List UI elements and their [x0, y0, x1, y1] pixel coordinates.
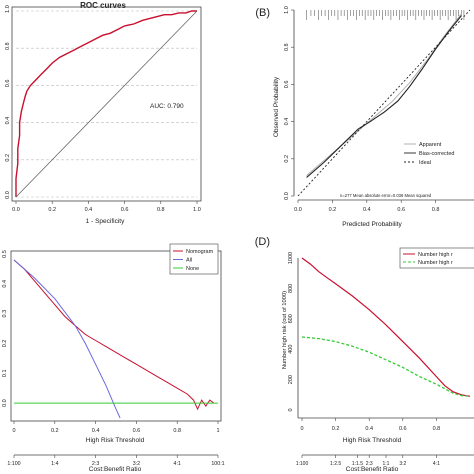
panel-d-xtick-label: 0.4: [365, 426, 373, 432]
panel-d-ytick-label: 1000: [288, 252, 294, 264]
panel-b-xtick-label: 0.8: [432, 207, 440, 213]
panel-b-xtick-label: 0.0: [294, 207, 302, 213]
panel-c-xtick-label: 0.4: [92, 428, 100, 434]
panel-a-xtick-label: 0.0: [12, 207, 20, 213]
panel-c-xtick-label: 0.2: [51, 428, 59, 434]
panel-d-x2tick-label: 3:2: [399, 461, 406, 467]
panel-b-ytick-label: 0.4: [284, 118, 290, 126]
panel-c-ytick-label: 0.2: [2, 340, 8, 348]
panel-c-ytick-label: 0.1: [2, 369, 8, 377]
panel-d-xlabel: High Risk Threshold: [343, 437, 402, 444]
panel-c-line-nomogram: [13, 259, 215, 411]
panel-a-reference-line: [15, 10, 198, 198]
panel-d-xtick-label: 0: [300, 426, 303, 432]
panel-a-ytick-label: 0.4: [5, 117, 11, 125]
panel-c-x2tick-label: 2:3: [92, 461, 99, 467]
panel-b-ytick-label: 0.8: [284, 43, 290, 51]
panel-a-xtick-label: 0.8: [157, 207, 165, 213]
panel-c-x2tick-label: 4:1: [174, 461, 181, 467]
panel-d-x2tick-label: 1:1: [383, 461, 390, 467]
panel-c-ytick-label: 0.5: [2, 250, 8, 258]
panel-a-xtick-label: 0.6: [121, 207, 129, 213]
panel-a-ytick-label: 0.6: [5, 80, 11, 88]
panel-b-ylabel: Observed Probability: [273, 76, 280, 137]
panel-d-label: (D): [255, 236, 270, 248]
panel-d-line-number-high-risk: [301, 257, 471, 397]
panel-c-xtick-label: 0.8: [173, 428, 181, 434]
panel-a-xlabel: 1 - Specificity: [86, 218, 125, 225]
panel-d-x2tick-label: 1:1.5: [352, 461, 363, 467]
panel-a-xtick-label: 0.4: [85, 207, 93, 213]
panel-c-x2tick-label: 1:4: [51, 461, 58, 467]
panel-c-x2label: Cost:Benefit Ratio: [89, 466, 142, 473]
panel-d-x2tick-label: 4:1: [433, 461, 440, 467]
panel-c-ytick-label: 0.3: [2, 310, 8, 318]
panel-c-x2tick-label: 3:2: [133, 461, 140, 467]
panel-b-label: (B): [255, 7, 270, 19]
panel-b-xtick-label: 0.4: [363, 207, 371, 213]
panel-d-x2tick-label: 1:2.5: [330, 461, 341, 467]
panel-c-xtick-label: 1: [216, 428, 219, 434]
panel-d-legend-box: [399, 247, 474, 269]
panel-c-xtick-label: 0.6: [133, 428, 141, 434]
panel-c-legend-label: None: [186, 266, 199, 272]
panel-b-calibration: (B) Predicted Probability Observed Proba…: [255, 6, 474, 228]
panel-d-ytick-label: 0: [288, 408, 294, 411]
panel-a-xtick-label: 0.2: [48, 207, 56, 213]
panel-d-cic: (D) High Risk Threshold Cost:Benefit Rat…: [255, 236, 474, 473]
panel-b-line-bias-corrected: [306, 15, 462, 178]
panel-c-dca: High Risk Threshold Cost:Benefit Ratio 0…: [2, 243, 225, 473]
panel-c-xlabel: High Risk Threshold: [86, 437, 145, 444]
panel-c-legend-label: Nomogram: [186, 249, 214, 255]
panel-d-ytick-label: 800: [288, 284, 294, 293]
panel-c-ytick-label: 0.0: [2, 399, 8, 407]
panel-b-ytick-label: 0.6: [284, 81, 290, 89]
panel-d-legend-label: Number high r: [418, 252, 453, 258]
panel-b-ytick-label: 0.2: [284, 155, 290, 163]
panel-a-title: ROC curves: [80, 1, 126, 10]
panel-b-legend-label: Apparent: [419, 142, 442, 148]
panel-d-ytick-label: 200: [288, 375, 294, 384]
panel-b-legend-label: Bias-corrected: [419, 151, 454, 157]
panel-c-frame: [10, 250, 222, 422]
panel-d-xtick-label: 0.2: [332, 426, 340, 432]
panel-b-ytick-label: 0.0: [284, 192, 290, 200]
panel-d-line-number-high-risk-event: [301, 336, 471, 397]
panel-c-xtick-label: 0: [12, 428, 15, 434]
panel-d-x2label: Cost:Benefit Ratio: [346, 466, 399, 473]
panel-d-xtick-label: 0.8: [433, 426, 441, 432]
panel-d-x2tick-label: 1:100: [296, 461, 309, 467]
panel-d-x2tick-label: 2:3: [366, 461, 373, 467]
panel-d-ytick-label: 400: [288, 345, 294, 354]
panel-b-ytick-label: 1.0: [284, 6, 290, 14]
panel-d-ylabel: Number high risk (out of 1000): [282, 291, 288, 369]
panel-c-line-all: [13, 259, 121, 419]
panel-b-xtick-label: 0.6: [397, 207, 405, 213]
panel-a-roc: ROC curves 1 - Specificity AUC: 0.790 0.…: [5, 1, 202, 225]
panel-a-ytick-label: 0.8: [5, 42, 11, 50]
panel-d-xtick-label: 0.6: [399, 426, 407, 432]
panel-c-x2tick-label: 1:100: [7, 461, 20, 467]
panel-d-legend-label: Number high r: [418, 260, 453, 266]
panel-a-ytick-label: 0.2: [5, 154, 11, 162]
panel-b-xlabel: Predicted Probability: [342, 221, 402, 228]
panel-c-legend-label: All: [186, 258, 192, 264]
panel-b-footer: n=277 Mean absolute error=0.036 Mean squ…: [340, 193, 432, 198]
panel-a-annotation: AUC: 0.790: [150, 103, 184, 110]
panel-b-legend-label: Ideal: [419, 160, 431, 166]
panel-b-xtick-label: 0.2: [329, 207, 337, 213]
panel-d-ytick-label: 600: [288, 314, 294, 323]
panel-c-ytick-label: 0.4: [2, 280, 8, 288]
panel-a-ytick-label: 0.0: [5, 191, 11, 199]
panel-c-x2tick-label: 100:1: [211, 461, 224, 467]
panel-a-frame: [11, 6, 202, 202]
panel-a-ytick-label: 1.0: [5, 5, 11, 13]
panel-a-xtick-label: 1.0: [193, 207, 201, 213]
panel-a-roc-curve: [15, 10, 197, 197]
panel-b-line-apparent: [306, 13, 462, 176]
